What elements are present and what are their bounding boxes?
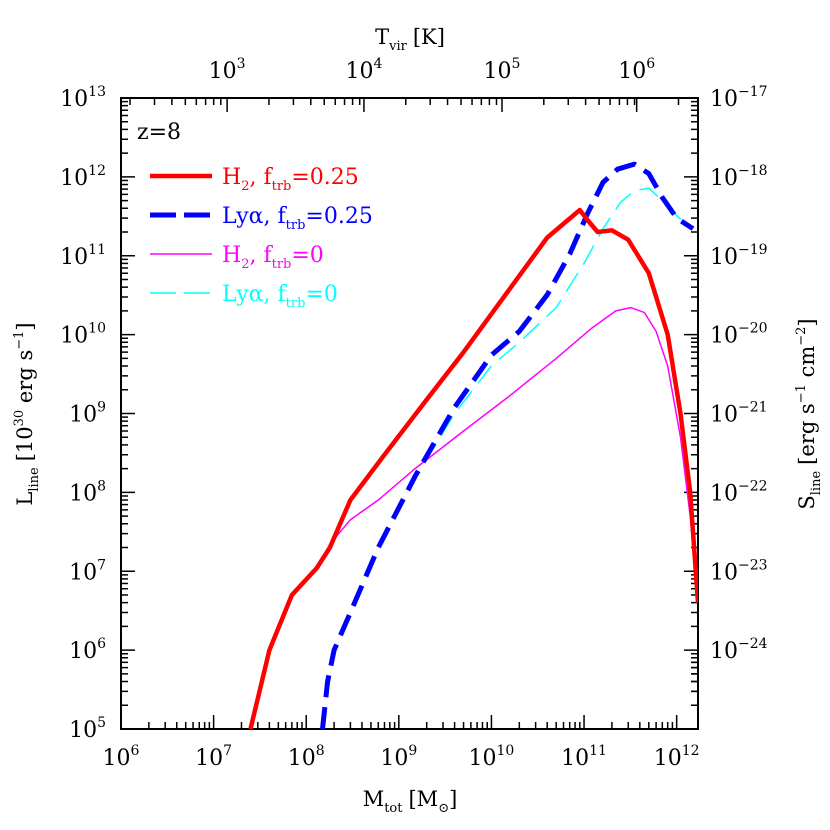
y2-tick-label: 10−23 (710, 557, 768, 585)
series-line (320, 161, 695, 729)
x-tick-label: 108 (288, 743, 325, 771)
x-tick-label: 109 (380, 743, 417, 771)
y-tick-label: 106 (69, 636, 106, 664)
y2-tick-label: 10−19 (710, 242, 768, 270)
x-tick-label: 1010 (469, 743, 515, 771)
top-tick-label: 103 (209, 56, 246, 84)
legend-label: Lyα, ftrb=0 (222, 282, 338, 311)
x-tick-label: 106 (103, 743, 140, 771)
x-tick-label: 1011 (561, 743, 607, 771)
top-tick-label: 106 (618, 56, 655, 84)
y-axis-label: Lline[1030 erg s−1] (12, 322, 42, 505)
series-line (248, 207, 698, 729)
y-tick-label: 105 (69, 715, 106, 743)
y2-tick-label: 10−17 (710, 84, 768, 112)
x-tick-label: 107 (195, 743, 232, 771)
legend: H2, ftrb=0.25 Lyα, ftrb=0.25 H2, ftrb=0 Lyα… (150, 165, 373, 311)
top-tick-label: 104 (345, 56, 382, 84)
top-axis-label: Tvir [K] (375, 25, 445, 54)
y2-tick-label: 10−18 (710, 163, 768, 191)
y-tick-label: 1011 (60, 242, 106, 270)
y-tick-label: 1012 (60, 163, 106, 191)
top-tick-label: 105 (484, 56, 521, 84)
minor-ticks (121, 98, 698, 729)
y-tick-label: 107 (69, 557, 106, 585)
x-tick-label: 1012 (654, 743, 700, 771)
y2-axis-label: Sline[erg s−1 cm−2] (794, 318, 824, 509)
series-line (249, 306, 698, 729)
y-tick-label: 109 (69, 400, 106, 428)
y-tick-label: 108 (69, 478, 106, 506)
legend-label: H2, ftrb=0.25 (222, 165, 359, 194)
y2-tick-label: 10−20 (710, 321, 768, 349)
y2-tick-label: 10−21 (710, 400, 768, 428)
annotation-z: z=8 (137, 120, 181, 145)
legend-label: Lyα, ftrb=0.25 (222, 204, 373, 233)
x-axis-label: Mtot [M⊙] (363, 787, 458, 816)
plot-frame (120, 97, 699, 730)
y2-tick-label: 10−22 (710, 478, 768, 506)
legend-label: H2, ftrb=0 (222, 243, 324, 272)
series-line (321, 187, 694, 729)
y2-tick-label: 10−24 (710, 636, 768, 664)
major-ticks (120, 97, 698, 730)
y-tick-label: 1013 (60, 84, 106, 112)
series-group (248, 161, 698, 729)
y-tick-label: 1010 (60, 321, 106, 349)
